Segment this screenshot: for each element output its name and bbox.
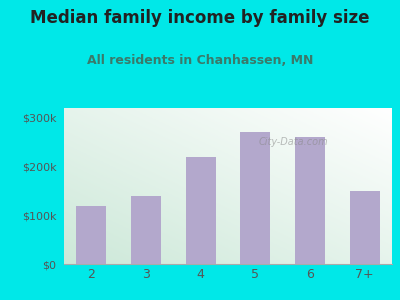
Bar: [295, 137, 325, 264]
Bar: [76, 206, 106, 264]
Bar: [131, 196, 161, 264]
Bar: [240, 132, 270, 264]
Text: All residents in Chanhassen, MN: All residents in Chanhassen, MN: [87, 54, 313, 67]
Bar: [186, 157, 216, 264]
Bar: [350, 191, 380, 264]
Text: City-Data.com: City-Data.com: [259, 137, 328, 147]
Text: Median family income by family size: Median family income by family size: [30, 9, 370, 27]
